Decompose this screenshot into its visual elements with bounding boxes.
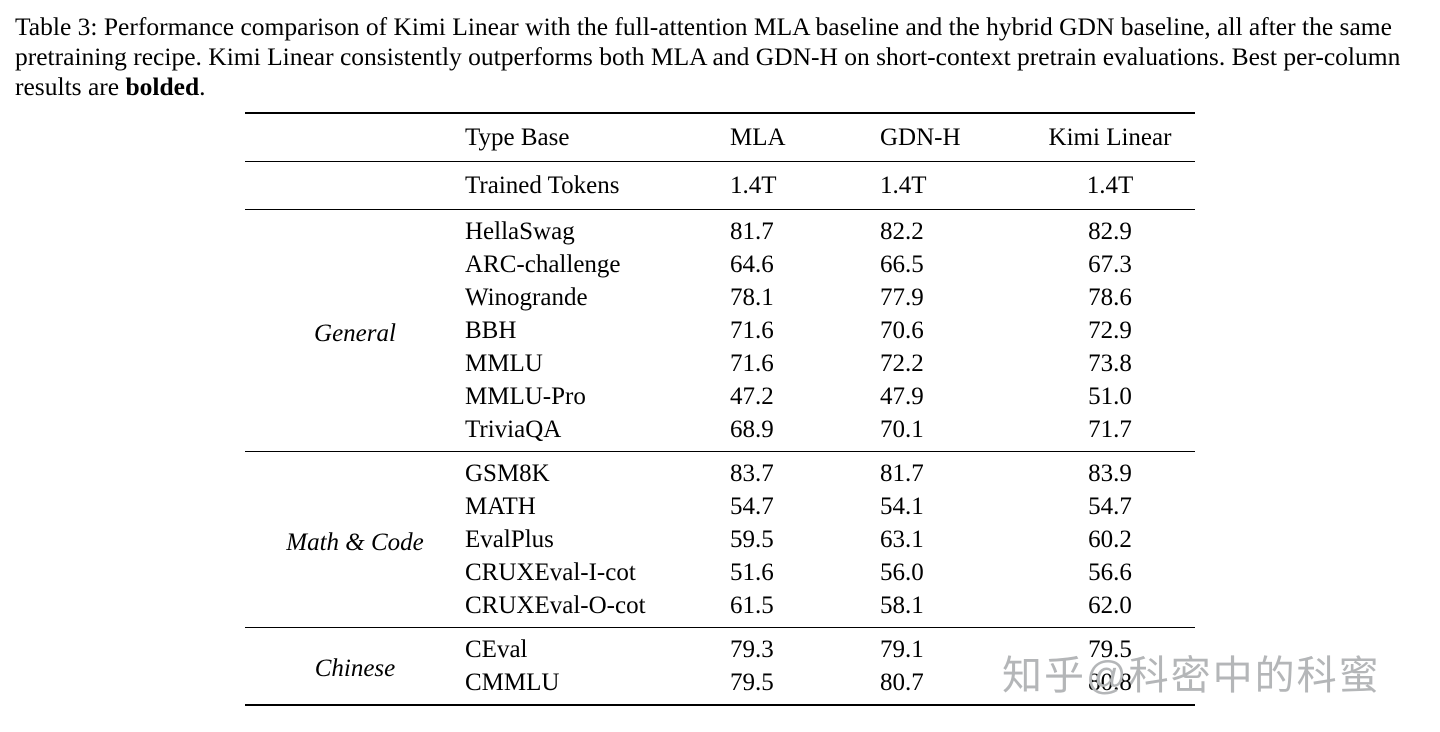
table-row: ARC-challenge 64.6 66.5 67.3 xyxy=(245,248,1195,281)
gdnh-value: 1.4T xyxy=(880,172,927,199)
header-mla: MLA xyxy=(730,124,786,151)
mla-value: 78.1 xyxy=(730,284,774,311)
table-header: Type Base MLA GDN-H Kimi Linear xyxy=(245,113,1195,162)
group-label-general: General xyxy=(314,319,396,347)
table-row: CMMLU 79.5 80.7 80.8 xyxy=(245,666,1195,705)
mla-value: 54.7 xyxy=(730,493,774,520)
row-name: BBH xyxy=(465,317,517,344)
row-name: TriviaQA xyxy=(465,416,562,443)
gdnh-value: 79.1 xyxy=(880,636,924,663)
mla-value: 64.6 xyxy=(730,251,774,278)
kimi-value: 54.7 xyxy=(1088,493,1132,520)
row-name: CRUXEval-I-cot xyxy=(465,559,636,586)
mla-value: 51.6 xyxy=(730,559,774,586)
gdnh-value: 58.1 xyxy=(880,592,924,619)
gdnh-value: 77.9 xyxy=(880,284,924,311)
table-row: CRUXEval-O-cot 61.5 58.1 62.0 xyxy=(245,589,1195,628)
row-name: MATH xyxy=(465,493,536,520)
gdnh-value: 63.1 xyxy=(880,526,924,553)
mla-value: 81.7 xyxy=(730,218,774,245)
mla-value: 47.2 xyxy=(730,383,774,410)
gdnh-value: 72.2 xyxy=(880,350,924,377)
kimi-value: 78.6 xyxy=(1088,284,1132,311)
table-row: Math & Code GSM8K 83.7 81.7 83.9 xyxy=(245,452,1195,556)
group-label-math-code: Math & Code xyxy=(286,528,424,556)
row-name: EvalPlus xyxy=(465,526,554,553)
group-label-chinese: Chinese xyxy=(314,655,396,682)
row-name: MMLU-Pro xyxy=(465,383,586,410)
header-row: Type Base MLA GDN-H Kimi Linear xyxy=(245,113,1195,162)
table-caption: Table 3: Performance comparison of Kimi … xyxy=(15,12,1425,102)
gdnh-value: 56.0 xyxy=(880,559,924,586)
row-name: CRUXEval-O-cot xyxy=(465,592,646,619)
kimi-value: 73.8 xyxy=(1088,350,1132,377)
row-name: HellaSwag xyxy=(465,218,575,245)
table-row: Chinese CEval 79.3 79.1 79.5 xyxy=(245,628,1195,682)
mla-value: 71.6 xyxy=(730,350,774,377)
table-row: General HellaSwag 81.7 82.2 82.9 xyxy=(245,210,1195,347)
table-row: Trained Tokens 1.4T 1.4T 1.4T xyxy=(245,162,1195,210)
caption-text-after: . xyxy=(199,72,206,101)
gdnh-value: 66.5 xyxy=(880,251,924,278)
row-name: CMMLU xyxy=(465,669,560,696)
gdnh-value: 54.1 xyxy=(880,493,924,520)
trained-tokens-section: Trained Tokens 1.4T 1.4T 1.4T xyxy=(245,162,1195,210)
kimi-value: 56.6 xyxy=(1088,559,1132,586)
kimi-value: 71.7 xyxy=(1088,416,1132,443)
kimi-value: 72.9 xyxy=(1088,317,1132,344)
row-name: ARC-challenge xyxy=(465,251,621,278)
row-name: Trained Tokens xyxy=(465,172,620,199)
mla-value: 61.5 xyxy=(730,592,774,619)
header-kimi-linear: Kimi Linear xyxy=(1048,124,1172,151)
group-general: General HellaSwag 81.7 82.2 82.9 ARC-cha… xyxy=(245,210,1195,452)
mla-value: 68.9 xyxy=(730,416,774,443)
zhihu-watermark: 知乎@科密中的科蜜 xyxy=(1002,654,1381,698)
kimi-value: 51.0 xyxy=(1088,383,1132,410)
group-math-code: Math & Code GSM8K 83.7 81.7 83.9 MATH 54… xyxy=(245,452,1195,628)
caption-text-before: Table 3: Performance comparison of Kimi … xyxy=(15,12,1401,101)
group-label-empty xyxy=(245,162,465,210)
caption-bold-word: bolded xyxy=(125,72,200,101)
header-type-base: Type Base xyxy=(465,124,570,151)
table-row: BBH 71.6 70.6 72.9 xyxy=(245,314,1195,347)
mla-value: 79.5 xyxy=(730,669,774,696)
mla-value: 83.7 xyxy=(730,460,774,487)
table-row: EvalPlus 59.5 63.1 60.2 xyxy=(245,523,1195,556)
header-empty xyxy=(245,113,465,162)
kimi-value: 1.4T xyxy=(1086,172,1134,199)
table-row: MMLU-Pro 47.2 47.9 51.0 xyxy=(245,380,1195,413)
table-row: CRUXEval-I-cot 51.6 56.0 56.6 xyxy=(245,556,1195,589)
gdnh-value: 70.1 xyxy=(880,416,924,443)
results-table: Type Base MLA GDN-H Kimi Linear Trained … xyxy=(245,112,1195,706)
group-chinese: Chinese CEval 79.3 79.1 79.5 CMMLU 79.5 … xyxy=(245,628,1195,706)
kimi-value: 79.5 xyxy=(1088,636,1132,663)
row-name: MMLU xyxy=(465,350,543,377)
header-gdnh: GDN-H xyxy=(880,124,961,151)
table-row: MATH 54.7 54.1 54.7 xyxy=(245,490,1195,523)
row-name: CEval xyxy=(465,636,528,663)
kimi-value: 67.3 xyxy=(1088,251,1132,278)
gdnh-value: 47.9 xyxy=(880,383,924,410)
mla-value: 1.4T xyxy=(730,172,777,199)
mla-value: 79.3 xyxy=(730,636,774,663)
kimi-value: 80.8 xyxy=(1088,669,1132,696)
kimi-value: 60.2 xyxy=(1088,526,1132,553)
table-row: Winogrande 78.1 77.9 78.6 xyxy=(245,281,1195,314)
kimi-value: 82.9 xyxy=(1088,218,1132,245)
gdnh-value: 70.6 xyxy=(880,317,924,344)
mla-value: 59.5 xyxy=(730,526,774,553)
gdnh-value: 80.7 xyxy=(880,669,924,696)
kimi-value: 62.0 xyxy=(1088,592,1132,619)
gdnh-value: 81.7 xyxy=(880,460,924,487)
row-name: GSM8K xyxy=(465,460,550,487)
mla-value: 71.6 xyxy=(730,317,774,344)
table-row: MMLU 71.6 72.2 73.8 xyxy=(245,347,1195,380)
kimi-value: 83.9 xyxy=(1088,460,1132,487)
row-name: Winogrande xyxy=(465,284,588,311)
gdnh-value: 82.2 xyxy=(880,218,924,245)
table-row: TriviaQA 68.9 70.1 71.7 xyxy=(245,413,1195,452)
